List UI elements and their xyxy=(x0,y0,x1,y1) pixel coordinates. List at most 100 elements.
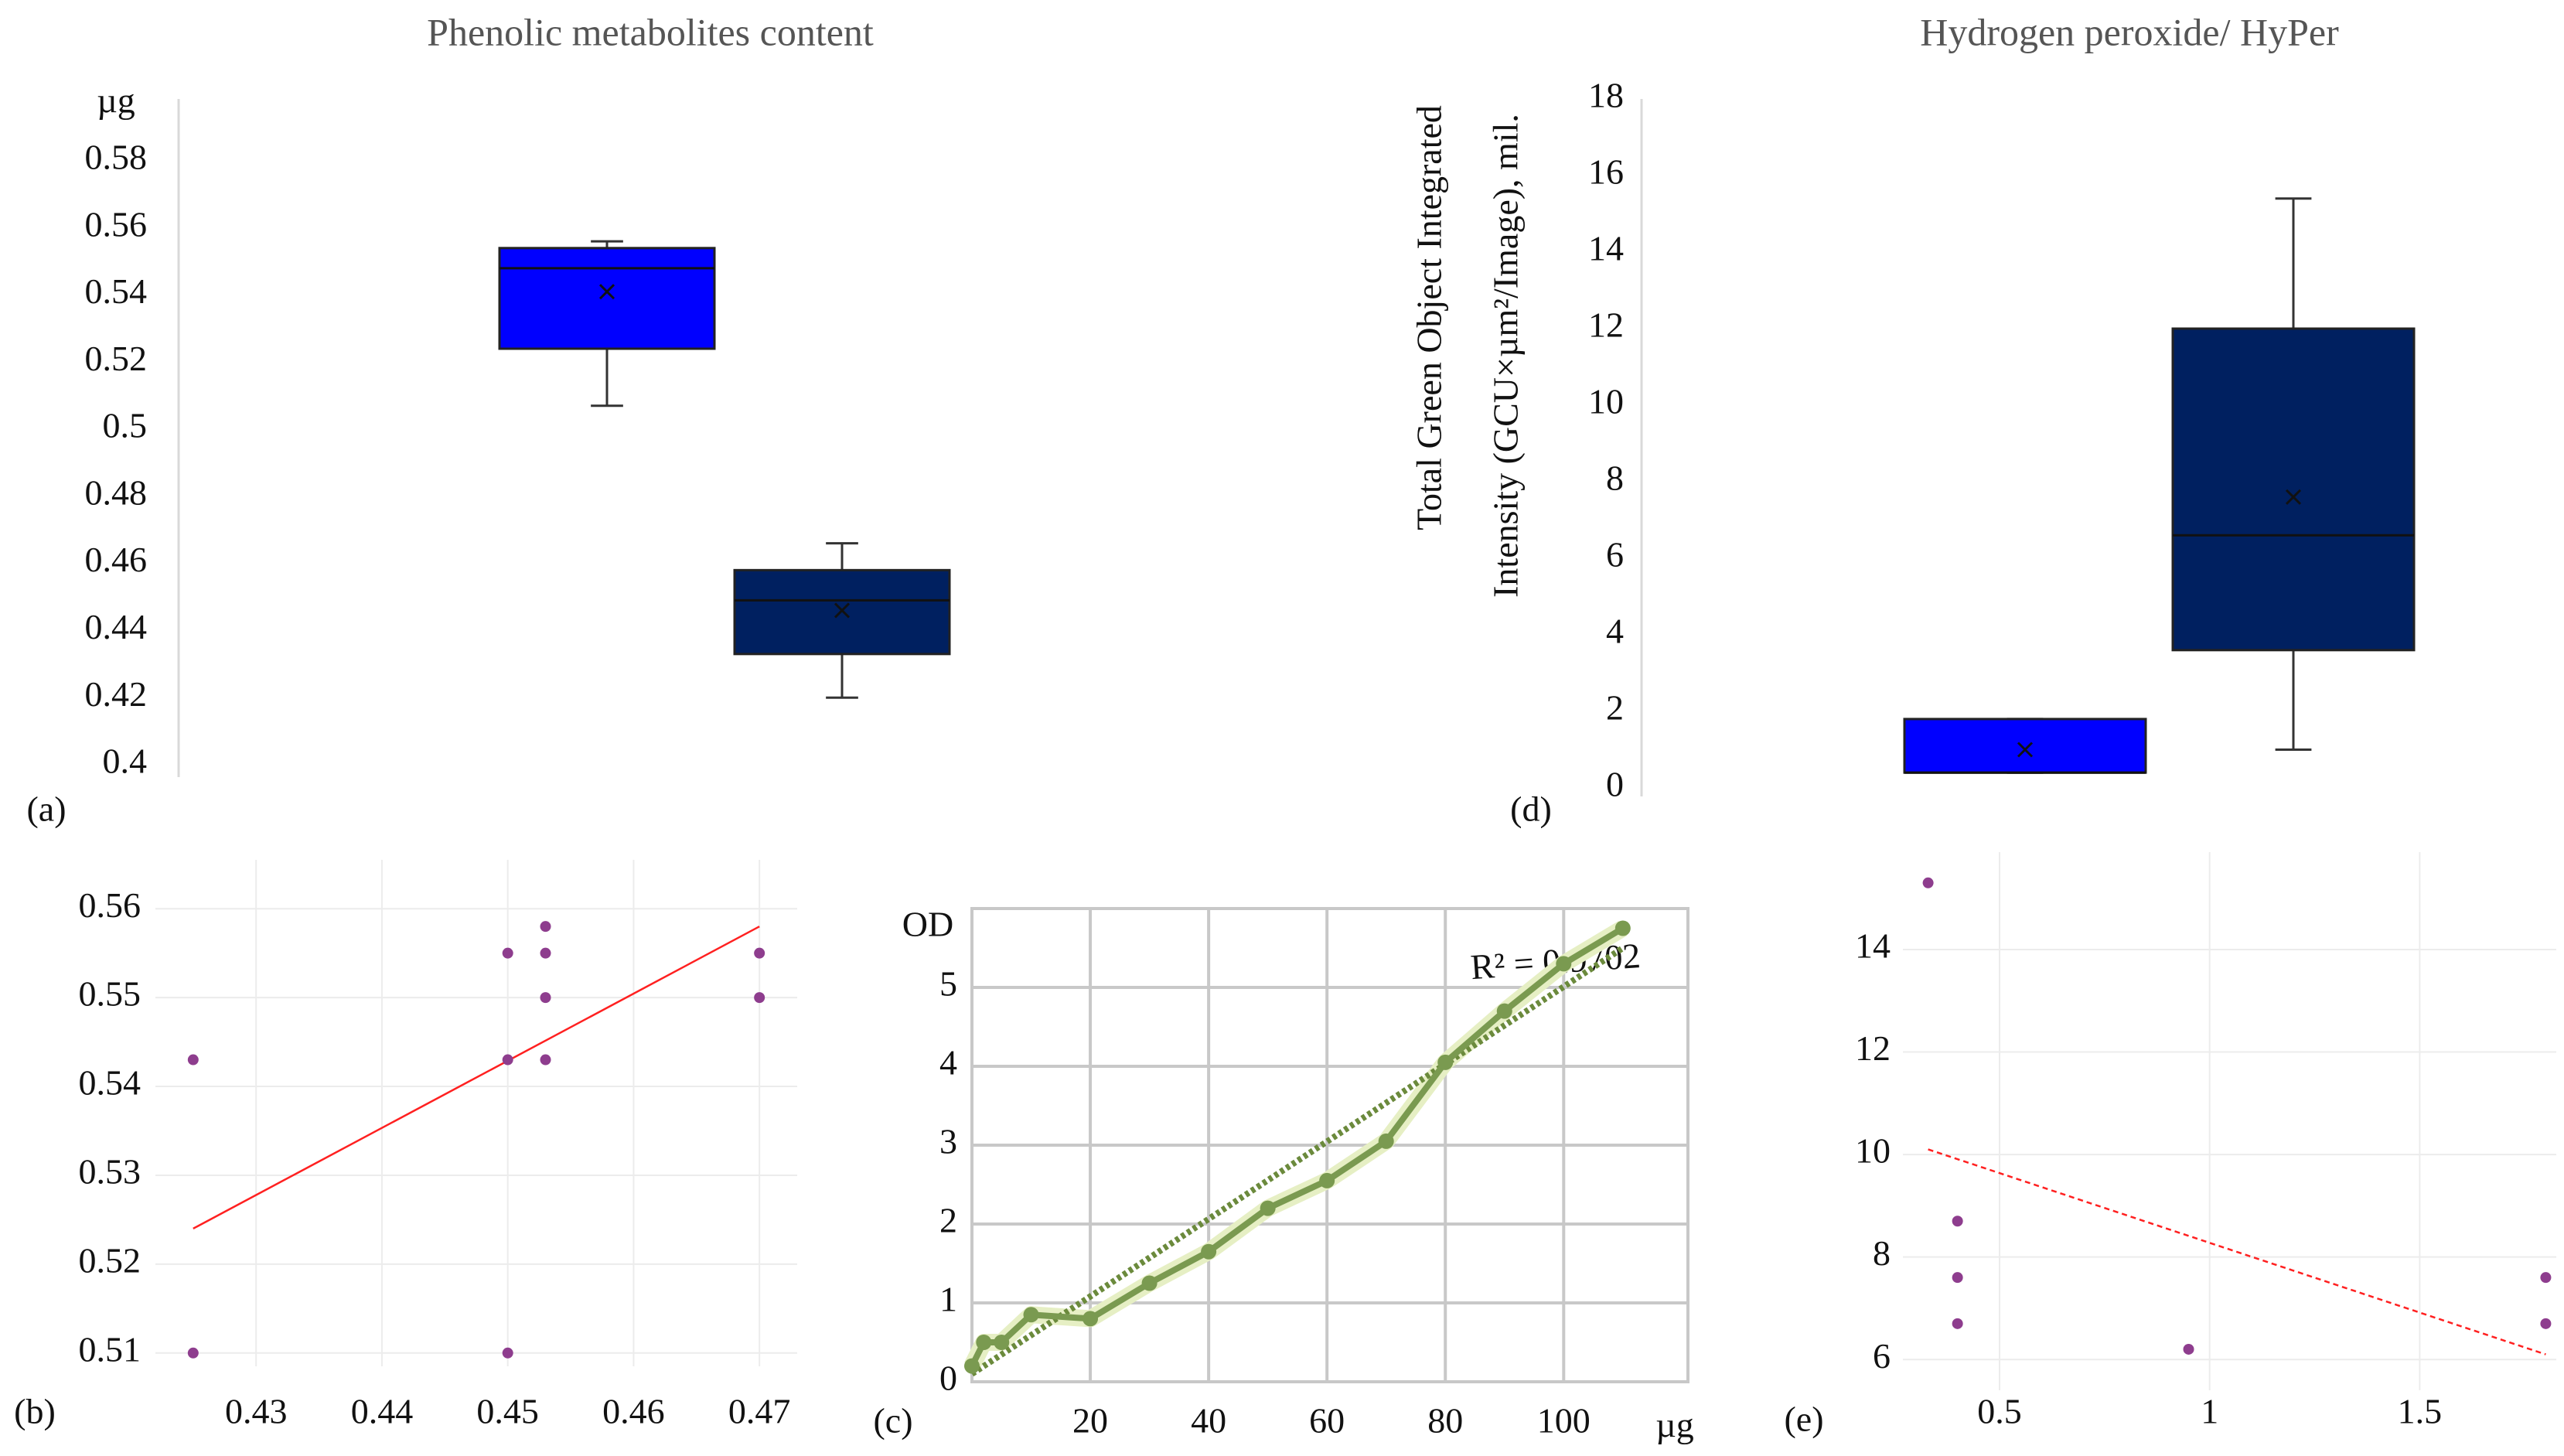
point xyxy=(1437,1054,1454,1070)
x-tick-label: 20 xyxy=(1072,1401,1108,1441)
point xyxy=(2540,1272,2552,1284)
y-axis-label: OD xyxy=(902,905,953,944)
trend-line xyxy=(193,926,760,1229)
y-axis-label: Intensity (GCU×µm²/Image), mil. xyxy=(1486,114,1526,598)
y-tick-label: 14 xyxy=(1855,926,1891,966)
y-tick-label: 6 xyxy=(1606,535,1624,575)
x-tick-label: 0.43 xyxy=(225,1392,288,1431)
point xyxy=(540,921,551,933)
x-tick-label: 0.45 xyxy=(476,1392,539,1431)
point xyxy=(187,1347,199,1359)
point xyxy=(1952,1216,1963,1227)
y-tick-label: 12 xyxy=(1588,305,1624,345)
y-tick-label: 0.55 xyxy=(79,974,141,1014)
y-tick-label: 0.52 xyxy=(85,339,148,378)
point xyxy=(540,1054,551,1066)
panel-label: (e) xyxy=(1784,1400,1823,1439)
point xyxy=(502,947,513,959)
y-tick-label: 0.4 xyxy=(103,742,148,781)
y-tick-label: 0 xyxy=(939,1359,957,1398)
y-tick-label: 0.56 xyxy=(79,885,141,925)
point xyxy=(1952,1272,1963,1284)
y-tick-label: 0.51 xyxy=(79,1329,141,1369)
point xyxy=(1378,1133,1394,1149)
chart-title: Hydrogen peroxide/ HyPer xyxy=(1920,10,2339,53)
point xyxy=(1260,1200,1276,1216)
point xyxy=(502,1347,513,1359)
x-tick-label: 0.5 xyxy=(1977,1392,2022,1431)
point xyxy=(540,947,551,959)
y-tick-label: 0.48 xyxy=(85,472,148,512)
point xyxy=(1614,920,1631,936)
x-tick-label: 1 xyxy=(2201,1392,2218,1431)
point xyxy=(994,1335,1010,1350)
y-tick-label: 4 xyxy=(939,1043,957,1083)
mean-marker xyxy=(834,602,851,619)
panel-label: (c) xyxy=(873,1401,912,1441)
y-axis-label: µg xyxy=(97,81,135,121)
point xyxy=(502,1054,513,1066)
x-tick-label: 0.44 xyxy=(351,1392,414,1431)
y-tick-label: 14 xyxy=(1588,229,1624,268)
x-tick-label: 80 xyxy=(1427,1401,1463,1441)
panel-label: (a) xyxy=(26,789,66,829)
y-tick-label: 0.52 xyxy=(79,1240,141,1280)
y-tick-label: 0.54 xyxy=(85,271,148,311)
chart-title: Phenolic metabolites content xyxy=(427,10,874,53)
y-tick-label: 0.46 xyxy=(85,540,148,579)
point xyxy=(1083,1311,1099,1327)
x-tick-label: 1.5 xyxy=(2398,1392,2443,1431)
y-tick-label: 0 xyxy=(1606,765,1624,804)
y-tick-label: 0.53 xyxy=(79,1152,141,1192)
x-tick-label: 60 xyxy=(1309,1401,1345,1441)
x-tick-label: 0.46 xyxy=(602,1392,665,1431)
box xyxy=(1903,718,2147,774)
x-tick-label: 40 xyxy=(1191,1401,1226,1441)
y-axis-label: Total Green Object Integrated xyxy=(1410,105,1449,530)
y-tick-label: 1 xyxy=(939,1280,957,1319)
point xyxy=(754,947,765,959)
point xyxy=(1952,1318,1963,1329)
mean-marker xyxy=(2285,489,2302,505)
point xyxy=(964,1358,980,1374)
y-tick-label: 10 xyxy=(1855,1131,1891,1171)
x-tick-label: 0.47 xyxy=(728,1392,791,1431)
point xyxy=(1201,1243,1217,1260)
y-tick-label: 0.44 xyxy=(85,607,148,646)
y-tick-label: 0.56 xyxy=(85,204,148,244)
y-tick-label: 12 xyxy=(1855,1028,1891,1068)
y-tick-label: 18 xyxy=(1588,76,1624,115)
point xyxy=(540,992,551,1004)
y-tick-label: 5 xyxy=(939,964,957,1004)
point xyxy=(1496,1003,1512,1019)
y-tick-label: 0.42 xyxy=(85,674,148,714)
trend-line xyxy=(970,945,1625,1377)
y-tick-label: 8 xyxy=(1606,459,1624,498)
mean-marker xyxy=(2017,742,2034,758)
point xyxy=(2540,1318,2552,1329)
y-tick-label: 10 xyxy=(1588,382,1624,421)
y-tick-label: 0.5 xyxy=(103,406,148,445)
panel-label: (b) xyxy=(14,1392,56,1431)
point xyxy=(187,1054,199,1066)
y-tick-label: 16 xyxy=(1588,152,1624,192)
point xyxy=(1922,877,1934,888)
y-tick-label: 0.54 xyxy=(79,1063,141,1103)
y-tick-label: 8 xyxy=(1873,1233,1891,1273)
trend-line xyxy=(1928,1148,2546,1355)
box xyxy=(733,568,951,656)
y-tick-label: 0.58 xyxy=(85,138,148,177)
y-tick-label: 4 xyxy=(1606,612,1624,651)
line xyxy=(969,926,1625,1368)
point xyxy=(1319,1172,1335,1188)
box xyxy=(498,247,716,350)
point xyxy=(1023,1307,1039,1323)
point xyxy=(1141,1275,1158,1291)
y-tick-label: 6 xyxy=(1873,1336,1891,1376)
point xyxy=(754,992,765,1004)
mean-marker xyxy=(598,284,615,300)
panel-label: (d) xyxy=(1510,789,1552,829)
x-tick-label: 100 xyxy=(1537,1401,1591,1441)
y-tick-label: 2 xyxy=(1606,688,1624,728)
